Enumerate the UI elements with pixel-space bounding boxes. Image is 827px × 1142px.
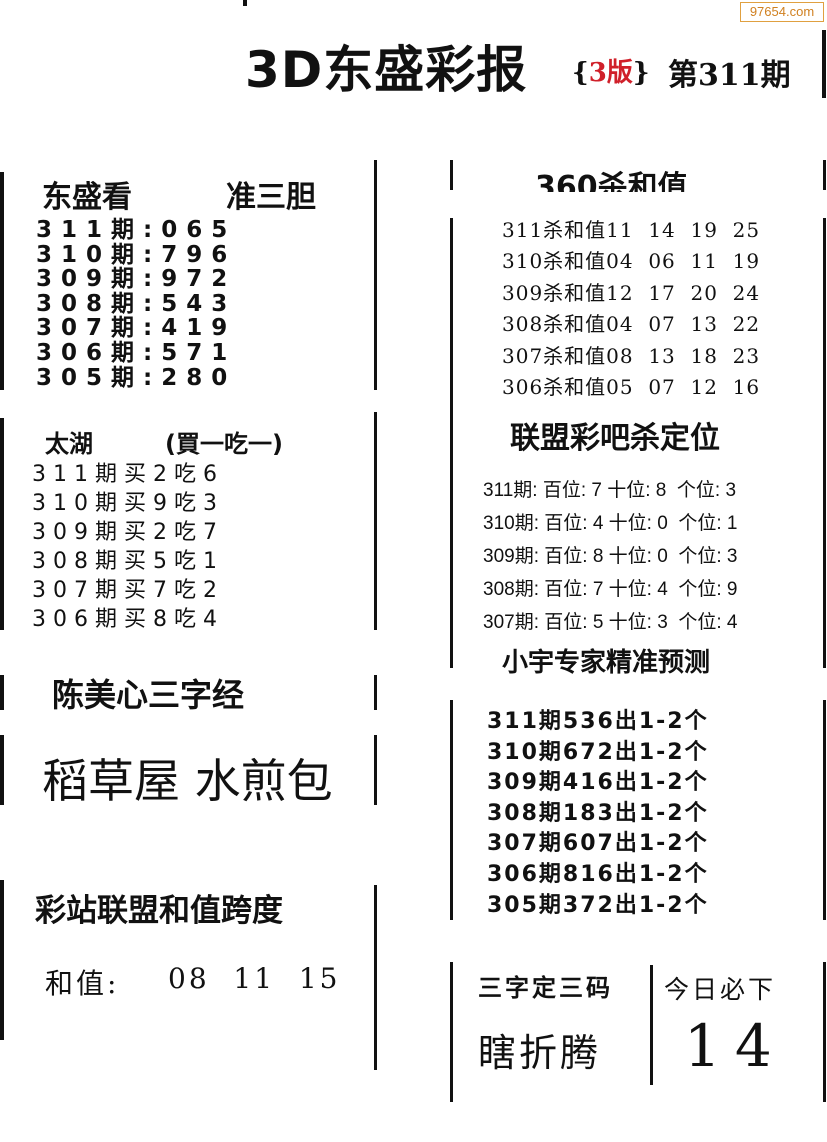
list-item: 310期672出1-2个	[487, 739, 709, 765]
list-item: 309期:972	[36, 266, 237, 293]
divider	[650, 965, 653, 1085]
divider	[374, 675, 377, 710]
list-item: 308期183出1-2个	[487, 800, 709, 826]
divider	[374, 412, 377, 630]
page-title: 3D东盛彩报	[245, 41, 528, 99]
list-item: 305期:280	[36, 364, 237, 391]
edition-label: {3版}	[572, 52, 650, 89]
section-title: 今日必下	[664, 975, 777, 1004]
xiaozi-list: 311期536出1-2个 310期672出1-2个 309期416出1-2个 308期…	[487, 707, 709, 921]
period-label: 第311期	[668, 58, 791, 93]
section-title: 东盛看	[42, 180, 132, 215]
section-title: 陈美心三字经	[52, 676, 245, 714]
section-title: 准三胆	[226, 180, 316, 215]
list-item: 310期:796	[36, 241, 237, 268]
divider	[243, 0, 247, 6]
list-item: 309期416出1-2个	[487, 770, 709, 796]
section-title: 联盟彩吧杀定位	[510, 421, 720, 456]
brace: {	[572, 58, 589, 88]
section-title: 三字定三码	[478, 974, 613, 1002]
list-item: 305期372出1-2个	[487, 892, 709, 918]
divider	[450, 700, 453, 920]
divider	[450, 160, 453, 190]
divider	[823, 218, 826, 668]
list-item: 311期: 百位: 7 十位: 8 个位: 3	[483, 480, 737, 501]
list-item: 309杀和值12 17 20 24	[502, 280, 761, 305]
divider	[0, 172, 4, 390]
list-item: 311杀和值11 14 19 25	[502, 218, 761, 242]
section-title: 太湖	[45, 430, 93, 458]
divider	[823, 160, 826, 190]
list-item: 310期买9吃3	[32, 491, 224, 516]
list-item: 311期买2吃6	[32, 462, 224, 487]
sum-label: 和值:	[45, 967, 120, 1000]
list-item: 307期买7吃2	[32, 578, 224, 603]
divider	[823, 962, 826, 1102]
section-title: 彩站联盟和值跨度	[35, 893, 283, 929]
watermark: 97654.com	[740, 2, 824, 22]
list-item: 306期:571	[36, 339, 237, 366]
divider	[374, 160, 377, 390]
divider	[374, 735, 377, 805]
divider	[450, 218, 453, 668]
brace: }	[632, 58, 650, 88]
section-title: 小宇专家精准预测	[502, 648, 711, 678]
section-subtitle: (買一吃一)	[165, 430, 283, 458]
chen-text: 稻草屋 水煎包	[42, 754, 333, 808]
divider	[450, 962, 453, 1102]
list-item: 307期: 百位: 5 十位: 3 个位: 4	[483, 612, 738, 633]
list-item: 310期: 百位: 4 十位: 0 个位: 1	[483, 513, 738, 534]
sanzi-text: 瞎折腾	[478, 1031, 602, 1075]
sum-values: 08 11 15	[168, 962, 341, 995]
divider	[0, 880, 4, 1040]
today-value: 14	[684, 1012, 786, 1080]
divider	[374, 885, 377, 1070]
list-item: 308杀和值04 07 13 22	[502, 312, 761, 337]
list-item: 306期买8吃4	[32, 607, 224, 632]
divider	[0, 735, 4, 805]
list-item: 309期: 百位: 8 十位: 0 个位: 3	[483, 546, 738, 567]
list-item: 308期:543	[36, 290, 237, 317]
divider	[822, 30, 826, 98]
list-item: 311期:065	[36, 217, 237, 243]
lianmeng-list: 311期: 百位: 7 十位: 8 个位: 3 310期: 百位: 4 十位: 0…	[483, 474, 737, 639]
taihu-list: 311期买2吃6 310期买9吃3 309期买2吃7 308期买5吃1 307期买7吃2…	[32, 460, 224, 634]
list-item: 308期买5吃1	[32, 549, 224, 574]
edition: 3版	[588, 58, 633, 88]
list-item: 307期:419	[36, 315, 237, 342]
section-title: 360杀和值	[535, 170, 688, 192]
list-item: 309期买2吃7	[32, 520, 224, 545]
divider	[0, 675, 4, 710]
list-item: 306期816出1-2个	[487, 861, 709, 887]
dongsheng-list: 311期:065 310期:796 309期:972 308期:543 307期:419…	[36, 218, 236, 390]
divider	[0, 418, 4, 630]
list-item: 306杀和值05 07 12 16	[502, 375, 761, 400]
list-item: 307期607出1-2个	[487, 831, 709, 857]
list-item: 307杀和值08 13 18 23	[502, 343, 761, 368]
section-title-clip: 360杀和值	[535, 170, 688, 192]
kill360-list: 311杀和值11 14 19 25 310杀和值04 06 11 19 309杀和值…	[502, 215, 760, 403]
list-item: 310杀和值04 06 11 19	[502, 249, 761, 274]
divider	[823, 700, 826, 920]
list-item: 308期: 百位: 7 十位: 4 个位: 9	[483, 579, 738, 600]
list-item: 311期536出1-2个	[487, 709, 709, 734]
